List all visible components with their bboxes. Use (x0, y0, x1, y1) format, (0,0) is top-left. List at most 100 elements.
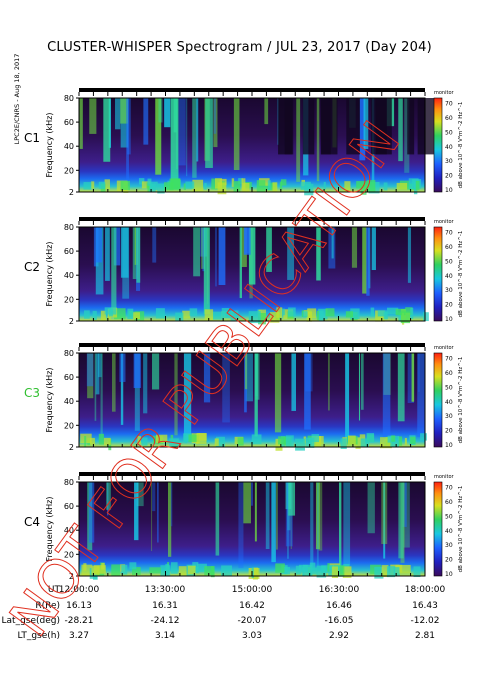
plasma-line (309, 562, 316, 570)
emission-streak (359, 98, 366, 161)
emission-streak (143, 98, 149, 145)
plasma-line (98, 433, 105, 445)
plasma-line (340, 438, 347, 449)
y-tick-label: 2 (69, 572, 74, 581)
plasma-line (395, 308, 406, 316)
plasma-line (233, 181, 241, 193)
plasma-line (214, 438, 219, 447)
plasma-line (275, 563, 285, 573)
plasma-line (355, 437, 361, 449)
emission-streak (367, 482, 375, 534)
plasma-line (81, 564, 93, 577)
orbit-value: 16:30:00 (318, 585, 360, 595)
plasma-line (357, 438, 369, 448)
plasma-line (396, 182, 408, 190)
emission-streak (170, 98, 179, 182)
plasma-line (137, 436, 141, 444)
plasma-line (345, 311, 354, 318)
plasma-line (413, 566, 421, 578)
emission-streak (358, 353, 361, 421)
emission-streak (366, 227, 370, 296)
y-axis-label: Frequency (kHz) (45, 113, 54, 178)
plasma-line (380, 437, 392, 449)
emission-streak (407, 227, 412, 283)
plasma-line (350, 308, 360, 320)
orbit-row-label: UT (47, 585, 60, 595)
plasma-line (300, 181, 311, 190)
plasma-line (386, 566, 396, 578)
plasma-line (265, 182, 277, 191)
plasma-line (387, 307, 399, 315)
emission-streak (186, 98, 188, 177)
emission-streak (276, 482, 278, 550)
plasma-line (90, 437, 95, 445)
emission-streak (360, 353, 364, 410)
colorbar-tick-label: 40 (445, 273, 453, 280)
emission-streak (213, 98, 218, 148)
emission-streak (133, 353, 141, 388)
plasma-line (155, 434, 168, 443)
y-tick-label: 40 (64, 142, 74, 151)
orbit-value: 3.03 (241, 631, 263, 641)
plasma-line (360, 183, 367, 195)
emission-streak (398, 482, 404, 559)
plasma-line (331, 566, 339, 578)
orbit-value: 16.31 (152, 601, 178, 611)
emission-streak (398, 98, 403, 162)
plasma-line (187, 565, 196, 575)
y-tick-label: 20 (64, 550, 74, 559)
colorbar-tick-label: 10 (445, 316, 453, 323)
orbit-value: 3.14 (154, 631, 176, 641)
plasma-line (147, 178, 152, 186)
plasma-line (83, 563, 87, 571)
plasma-line (423, 312, 429, 322)
colorbar-label: dB above 10^-8 V²m^-2 Hz^-1 (457, 231, 464, 318)
emission-streak (264, 98, 269, 125)
emission-streak (183, 353, 192, 441)
emission-streak (105, 227, 110, 281)
emission-streak (265, 482, 270, 550)
emission-streak (411, 353, 415, 402)
emission-streak (288, 482, 296, 516)
orbit-value: 12:00:00 (58, 585, 100, 595)
colorbar: monitor 70 60 50 40 30 20 10 dB above 10^-8 V²m^… (433, 90, 464, 194)
panel-topbar (79, 472, 425, 476)
emission-streak (134, 353, 140, 431)
orbit-value: 3.27 (68, 631, 90, 641)
plasma-line (188, 434, 200, 442)
panel-topbar (79, 217, 425, 221)
emission-streak (316, 482, 319, 567)
colorbar-tick-label: 50 (445, 384, 453, 391)
y-tick-label: 80 (64, 349, 74, 358)
y-tick-label: 80 (64, 478, 74, 487)
plasma-line (318, 310, 324, 321)
plasma-line (104, 179, 110, 190)
orbit-value: 16.42 (239, 601, 265, 611)
orbit-value: 2.81 (414, 631, 436, 641)
emission-streak (113, 227, 121, 266)
emission-streak (167, 482, 172, 557)
plasma-line (182, 310, 191, 319)
orbit-value: 16.46 (326, 601, 352, 611)
colorbar-tick-label: 70 (445, 101, 453, 108)
colorbar-label: dB above 10^-8 V²m^-2 Hz^-1 (457, 102, 464, 189)
emission-streak (120, 353, 124, 425)
emission-streak (202, 227, 206, 272)
plasma-line (309, 567, 318, 575)
plasma-line (366, 433, 375, 443)
emission-streak (251, 482, 253, 506)
plasma-line (91, 181, 95, 189)
emission-streak (343, 482, 351, 566)
emission-streak (126, 98, 129, 186)
emission-streak (164, 98, 171, 128)
plasma-line (165, 563, 169, 576)
plasma-line (391, 435, 396, 442)
colorbar-tick-label: 30 (445, 542, 453, 549)
emission-streak (215, 482, 220, 556)
plasma-line (399, 564, 411, 574)
emission-streak (95, 227, 103, 263)
emission-streak (222, 353, 230, 423)
emission-streak (239, 227, 242, 299)
emission-streak (136, 482, 144, 507)
colorbar: monitor 70 60 50 40 30 20 10 dB above 10^-8 V²m^… (433, 219, 464, 323)
